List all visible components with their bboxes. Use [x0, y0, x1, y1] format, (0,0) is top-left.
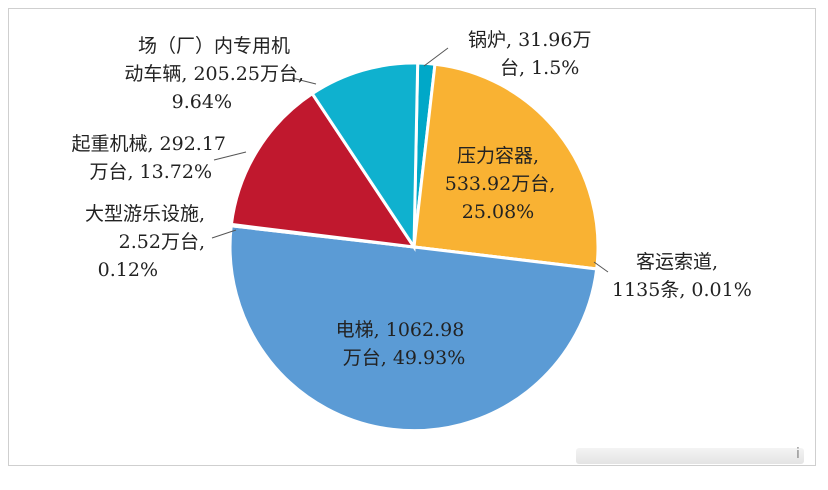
slice-label-vehicle-line2: 动车辆, 205.25万台, — [124, 63, 304, 85]
slice-label-vehicle-line3: 9.64% — [172, 91, 232, 113]
slice-label-amusement-line2: 2.52万台, — [119, 231, 205, 253]
slice-label-crane-line1: 起重机械, 292.17 — [71, 133, 226, 155]
slice-label-pressure-vessel-line2: 533.92万台, — [445, 173, 556, 195]
pie-slice-elevator — [228, 224, 599, 433]
info-icon[interactable]: i — [796, 446, 800, 462]
leader-line-vehicle — [291, 77, 317, 85]
slice-label-boiler-line2: 台, 1.5% — [500, 57, 579, 79]
pie-slice-crane — [229, 91, 418, 249]
leader-line-boiler — [423, 47, 449, 67]
pie-slice-pressure-vessel — [412, 62, 600, 271]
pie-slice-vehicle — [310, 61, 420, 252]
horizontal-scrollbar[interactable] — [576, 448, 804, 464]
slice-label-elevator-line1: 电梯, 1062.98 — [336, 319, 465, 341]
slice-label-amusement-line1: 大型游乐设施, — [85, 203, 205, 225]
slice-label-boiler-line1: 锅炉, 31.96万 — [468, 29, 591, 51]
slice-label-crane-line2: 万台, 13.72% — [89, 161, 212, 183]
slice-label-pressure-vessel-line1: 压力容器, — [457, 145, 539, 167]
slice-label-ropeway-line2: 1135条, 0.01% — [612, 279, 752, 301]
leader-line-ropeway — [593, 261, 609, 273]
slice-label-amusement-line3: 0.12% — [98, 259, 158, 281]
slice-label-ropeway-line1: 客运索道, — [636, 251, 718, 273]
slice-label-pressure-vessel-line3: 25.08% — [462, 201, 534, 223]
slice-label-elevator-line2: 万台, 49.93% — [343, 347, 466, 369]
slice-label-vehicle-line1: 场（厂）内专用机 — [138, 35, 290, 57]
leader-line-amusement — [211, 229, 237, 239]
leader-line-crane — [213, 151, 247, 161]
